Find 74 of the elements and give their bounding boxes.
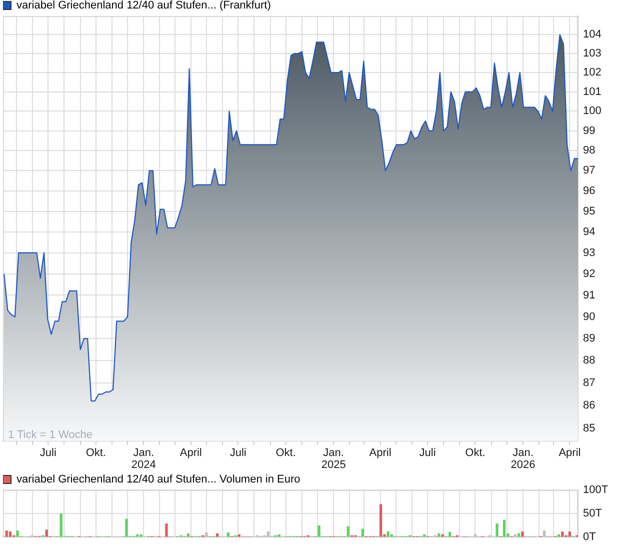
bar: [518, 533, 520, 537]
bar: [125, 518, 128, 537]
bar: [16, 530, 19, 537]
bar: [561, 532, 564, 537]
x-tick-label: Okt.: [86, 447, 106, 460]
bar: [136, 534, 139, 537]
bar: [8, 532, 12, 537]
x-tick-label: April: [369, 447, 392, 460]
y-tick-label: 104: [583, 28, 602, 41]
y-tick-label: 103: [583, 48, 602, 60]
y-tick-label: 100T: [583, 484, 608, 496]
bar: [60, 514, 62, 537]
bar: [216, 533, 219, 537]
y-tick-label: 0T: [583, 531, 596, 544]
bar: [205, 532, 208, 537]
bar: [346, 526, 350, 537]
bar: [386, 532, 390, 537]
y-tick-label: 93: [583, 246, 596, 259]
bar: [45, 530, 48, 537]
x-tick-label: Juli: [40, 447, 56, 460]
y-tick-label: 102: [583, 66, 602, 79]
bar: [474, 534, 477, 537]
bar: [140, 534, 142, 537]
bar: [568, 532, 572, 537]
y-tick-label: 99: [583, 124, 596, 137]
bar: [423, 534, 426, 537]
y-tick-label: 91: [583, 289, 596, 302]
bar: [226, 532, 230, 537]
bar: [521, 532, 524, 537]
x-tick-label: April: [558, 447, 581, 460]
x-tick-label: Okt.: [276, 447, 296, 460]
y-tick-label: 94: [583, 226, 596, 238]
bar: [266, 532, 270, 537]
y-tick-label: 88: [583, 354, 596, 367]
x-tick-label: Jan. 2024: [131, 447, 156, 472]
y-tick-label: 89: [583, 332, 596, 345]
legend-label: variabel Griechenland 12/40 auf Stufen... Volumen in Euro: [16, 474, 300, 486]
bar: [5, 530, 8, 537]
x-tick-label: Jan. 2025: [321, 447, 346, 472]
x-tick-label: Juli: [230, 447, 246, 460]
bar: [496, 524, 498, 537]
y-tick-label: 85: [583, 422, 596, 434]
bar: [318, 525, 320, 537]
bar: [441, 534, 444, 537]
bar: [390, 534, 394, 537]
y-tick-label: 100: [583, 105, 602, 118]
bar: [514, 534, 517, 537]
bar: [438, 533, 440, 537]
annotation: 1 Tick = 1 Woche: [8, 429, 92, 441]
y-tick-label: 96: [583, 184, 596, 197]
bar: [502, 520, 506, 537]
bar: [448, 532, 452, 537]
bar: [557, 534, 560, 537]
x-tick-label: Jan. 2026: [510, 447, 536, 472]
x-tick-label: Juli: [419, 447, 436, 460]
bar: [278, 534, 280, 537]
x-tick-label: April: [180, 447, 202, 460]
bar: [361, 528, 364, 537]
y-tick-label: 86: [583, 400, 596, 412]
x-tick-label: Okt.: [465, 447, 486, 460]
y-tick-label: 98: [583, 144, 596, 157]
y-tick-label: 90: [583, 310, 596, 323]
bar: [542, 530, 546, 537]
y-tick-label: 92: [583, 268, 596, 280]
bar: [379, 504, 382, 537]
y-tick-label: 50T: [583, 508, 602, 520]
y-tick-label: 87: [583, 376, 596, 389]
y-tick-label: 101: [583, 86, 602, 98]
y-tick-label: 97: [583, 164, 596, 177]
bar: [238, 534, 240, 537]
y-tick-label: 95: [583, 205, 596, 218]
legend-label: variabel Griechenland 12/40 auf Stufen... (Frankfurt): [16, 0, 271, 12]
bar: [165, 524, 168, 537]
bar: [186, 533, 190, 537]
